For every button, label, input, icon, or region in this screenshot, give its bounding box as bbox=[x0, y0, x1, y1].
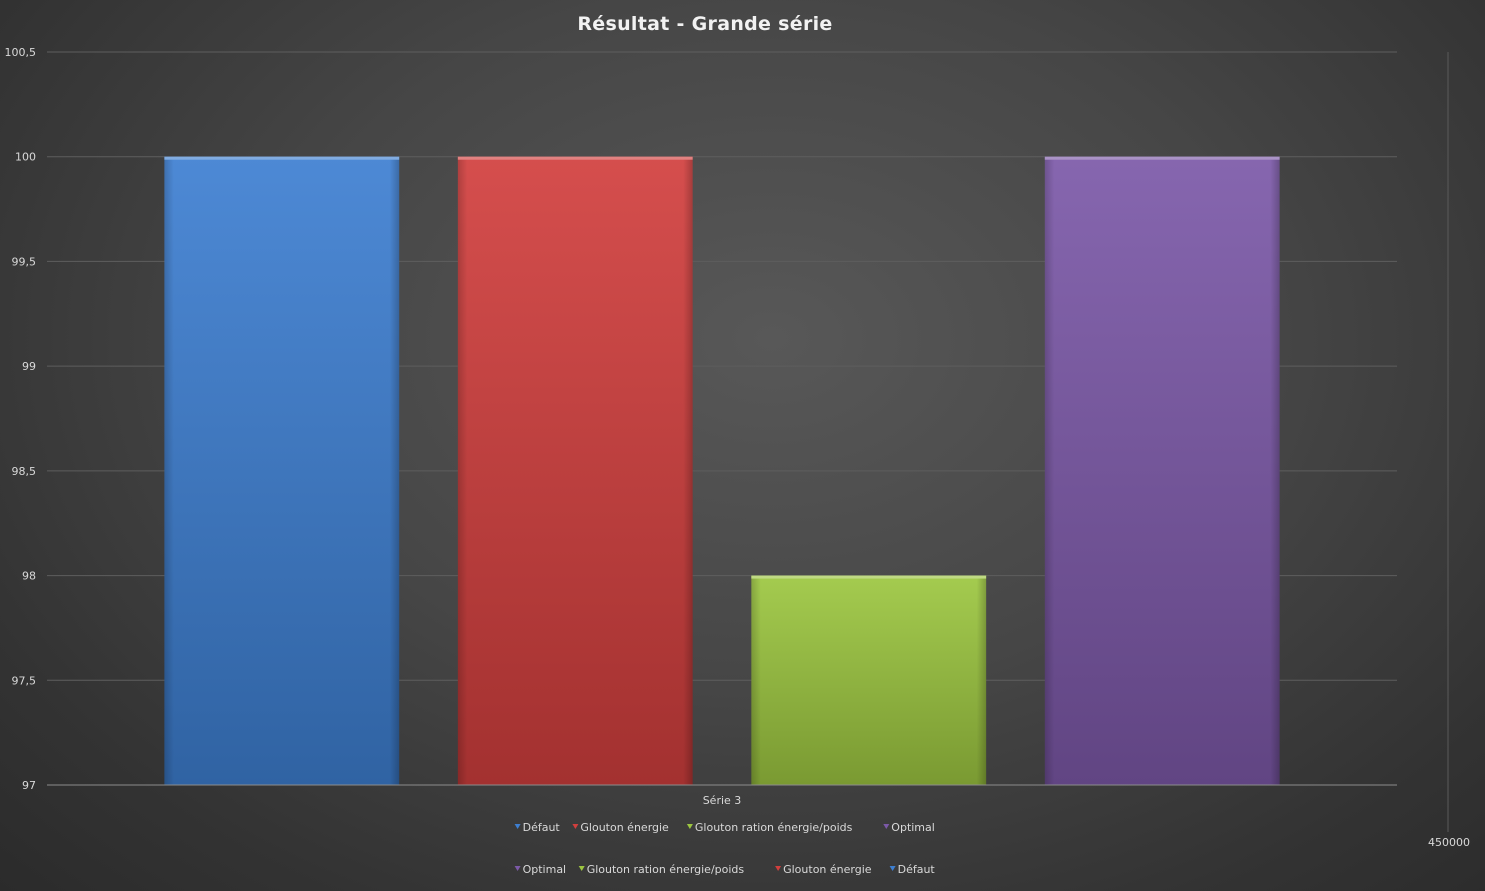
bar-top-highlight bbox=[457, 156, 693, 160]
bar-edge-shade bbox=[457, 156, 693, 785]
legend-secondary: Optimal Glouton ration énergie/poids Glout… bbox=[514, 863, 936, 876]
legend-marker-icon bbox=[883, 824, 890, 829]
legend-label: Optimal bbox=[523, 863, 567, 876]
legend-primary: Défaut Glouton énergie Glouton ration éner… bbox=[514, 821, 935, 834]
legend-item: Glouton énergie bbox=[775, 863, 872, 876]
legend-marker-icon bbox=[686, 824, 693, 829]
legend-label: Glouton énergie bbox=[783, 863, 872, 876]
legend-item: Optimal bbox=[514, 863, 567, 876]
bar-top-highlight bbox=[1044, 156, 1280, 160]
legend-label: Défaut bbox=[523, 821, 561, 834]
legend-label: Optimal bbox=[891, 821, 935, 834]
legend-label: Défaut bbox=[898, 863, 936, 876]
legend-marker-icon bbox=[572, 824, 579, 829]
y-tick-label: 98 bbox=[22, 570, 36, 583]
bar-edge-shade bbox=[751, 575, 987, 785]
y-tick-label: 99 bbox=[22, 360, 36, 373]
bar-top-highlight bbox=[164, 156, 400, 160]
legend-marker-icon bbox=[514, 824, 521, 829]
legend-item: Glouton ration énergie/poids bbox=[686, 821, 853, 834]
secondary-axis-tick-label: 450000 bbox=[1428, 836, 1470, 849]
legend-label: Glouton énergie bbox=[580, 821, 669, 834]
legend-item: Optimal bbox=[883, 821, 935, 834]
x-axis-category-label: Série 3 bbox=[703, 794, 742, 807]
y-tick-label: 100,5 bbox=[5, 46, 37, 59]
legend-item: Défaut bbox=[514, 821, 561, 834]
y-tick-label: 97 bbox=[22, 779, 36, 792]
y-tick-label: 97,5 bbox=[12, 674, 37, 687]
y-axis-tick-labels: 97 97,5 98 98,5 99 99,5 100 100,5 bbox=[5, 46, 37, 792]
legend-label: Glouton ration énergie/poids bbox=[695, 821, 853, 834]
chart-title: Résultat - Grande série bbox=[577, 13, 832, 35]
legend-label: Glouton ration énergie/poids bbox=[587, 863, 745, 876]
y-tick-label: 98,5 bbox=[12, 465, 37, 478]
bar-edge-shade bbox=[164, 156, 400, 785]
bar-series bbox=[164, 156, 1280, 785]
legend-item: Glouton énergie bbox=[572, 821, 669, 834]
bar-top-highlight bbox=[751, 575, 987, 579]
legend-marker-icon bbox=[889, 866, 896, 871]
legend-marker-icon bbox=[514, 866, 521, 871]
legend-marker-icon bbox=[775, 866, 782, 871]
bar-edge-shade bbox=[1044, 156, 1280, 785]
y-tick-label: 99,5 bbox=[12, 255, 37, 268]
y-tick-label: 100 bbox=[15, 151, 36, 164]
legend-marker-icon bbox=[578, 866, 585, 871]
legend-item: Glouton ration énergie/poids bbox=[578, 863, 745, 876]
legend-item: Défaut bbox=[889, 863, 936, 876]
